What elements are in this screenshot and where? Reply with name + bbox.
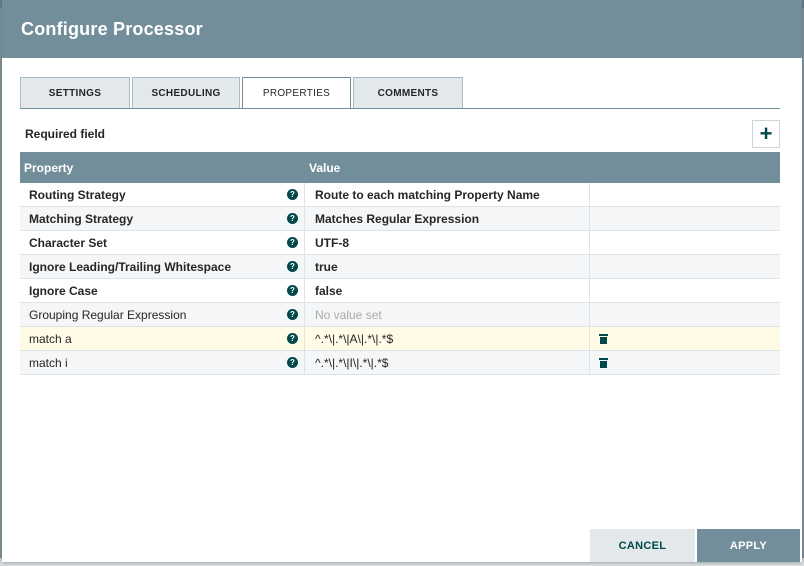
value-column-header: Value [309,160,341,175]
property-name: match a [29,331,72,346]
property-column-header: Property [24,160,74,175]
required-field-label: Required field [25,127,106,141]
property-name: match i [29,355,68,370]
background-canvas-bottom [0,558,804,566]
property-value[interactable]: ^.*\|.*\|I\|.*\|.*$ [305,350,590,375]
property-name: Ignore Leading/Trailing Whitespace [29,259,232,274]
tab-properties[interactable]: PROPERTIES [242,77,351,109]
property-name: Matching Strategy [29,211,134,226]
tab-divider [20,108,780,109]
property-value[interactable]: UTF-8 [305,230,590,255]
properties-table: Property Value Routing Strategy ? Route … [20,152,780,375]
help-icon[interactable]: ? [287,356,298,368]
property-value[interactable]: true [305,254,590,279]
property-value[interactable]: ^.*\|.*\|A\|.*\|.*$ [305,326,590,351]
table-row[interactable]: Routing Strategy ? Route to each matchin… [20,182,780,207]
property-name: Character Set [29,235,108,250]
property-value[interactable]: Matches Regular Expression [305,206,590,231]
trash-icon[interactable] [599,357,608,368]
help-icon[interactable]: ? [287,284,298,296]
help-icon[interactable]: ? [287,260,298,272]
table-row[interactable]: Matching Strategy ? Matches Regular Expr… [20,206,780,231]
property-value[interactable]: No value set [305,302,590,327]
table-row[interactable]: Grouping Regular Expression ? No value s… [20,302,780,327]
tab-bar: SETTINGS SCHEDULING PROPERTIES COMMENTS [20,77,465,109]
help-icon[interactable]: ? [287,332,298,344]
dialog-title: Configure Processor [21,18,203,39]
dialog-header: Configure Processor [2,0,802,58]
cancel-button[interactable]: CANCEL [590,529,695,562]
property-name: Ignore Case [29,283,98,298]
tab-scheduling[interactable]: SCHEDULING [132,77,240,109]
property-name: Routing Strategy [29,187,126,202]
table-row[interactable]: Ignore Leading/Trailing Whitespace ? tru… [20,254,780,279]
property-name: Grouping Regular Expression [29,307,187,322]
plus-icon: + [759,121,773,146]
table-header: Property Value [20,152,780,183]
tab-settings[interactable]: SETTINGS [20,77,130,109]
help-icon[interactable]: ? [287,308,298,320]
trash-icon[interactable] [599,333,608,344]
property-value[interactable]: false [305,278,590,303]
table-row[interactable]: match a ? ^.*\|.*\|A\|.*\|.*$ [20,326,780,351]
add-property-button[interactable]: + [752,120,780,148]
apply-button[interactable]: APPLY [697,529,800,562]
help-icon[interactable]: ? [287,212,298,224]
table-row[interactable]: Character Set ? UTF-8 [20,230,780,255]
help-icon[interactable]: ? [287,236,298,248]
tab-comments[interactable]: COMMENTS [353,77,463,109]
table-row[interactable]: match i ? ^.*\|.*\|I\|.*\|.*$ [20,350,780,375]
help-icon[interactable]: ? [287,188,298,200]
table-row[interactable]: Ignore Case ? false [20,278,780,303]
property-value[interactable]: Route to each matching Property Name [305,182,590,207]
